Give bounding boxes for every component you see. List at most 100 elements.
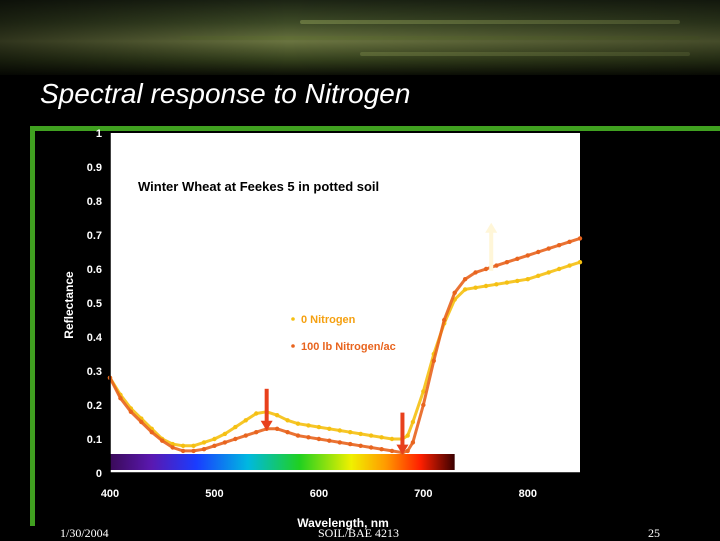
data-point-series-0 [525, 277, 530, 282]
data-point-series-0 [536, 273, 541, 278]
data-point-series-0 [462, 287, 468, 292]
y-tick-label: 0.3 [87, 366, 102, 378]
y-tick-label: 0.4 [87, 332, 103, 344]
data-point-series-0 [515, 278, 520, 284]
data-point-series-1 [201, 447, 207, 452]
y-tick-label: 0.9 [87, 162, 102, 174]
data-point-series-0 [274, 413, 280, 418]
y-tick-label: 1 [96, 128, 102, 140]
chart-title: Winter Wheat at Feekes 5 in potted soil [138, 179, 379, 194]
data-point-series-0 [337, 428, 342, 433]
data-point-series-1 [368, 445, 374, 450]
data-point-series-1 [358, 443, 363, 448]
legend-label-0-nitrogen: 0 Nitrogen [301, 314, 356, 326]
data-point-series-1 [379, 447, 384, 452]
data-point-series-0 [212, 436, 217, 442]
data-point-series-1 [348, 441, 353, 447]
y-tick-label: 0.1 [87, 434, 102, 446]
data-point-series-1 [295, 433, 301, 438]
legend: 0 Nitrogen 100 lb Nitrogen/ac [291, 314, 396, 353]
y-tick-label: 0 [96, 468, 102, 480]
plot-area [110, 133, 580, 473]
data-point-series-1 [180, 448, 186, 454]
data-point-series-1 [421, 402, 426, 408]
slide-title: Spectral response to Nitrogen [40, 78, 411, 109]
data-point-series-0 [233, 424, 238, 430]
data-point-series-1 [431, 358, 436, 363]
data-point-series-0 [389, 436, 395, 442]
x-tick-label: 800 [519, 488, 537, 500]
data-point-series-1 [222, 440, 228, 445]
data-point-series-0 [201, 440, 207, 445]
data-point-series-1 [118, 396, 123, 401]
data-point-series-1 [515, 256, 520, 261]
y-tick-label: 0.5 [87, 298, 102, 310]
data-point-series-0 [473, 285, 478, 290]
y-axis-label: Reflectance [62, 271, 76, 339]
data-point-series-1 [389, 448, 395, 454]
x-tick-label: 400 [101, 488, 119, 500]
data-point-series-0 [222, 431, 228, 437]
data-point-series-0 [306, 423, 311, 428]
legend-marker-100-nitrogen [291, 344, 295, 348]
data-point-series-1 [243, 433, 248, 438]
data-point-series-1 [316, 436, 322, 442]
arrow-annotation-2 [485, 222, 498, 271]
data-point-series-1 [233, 436, 238, 442]
data-point-series-1 [160, 438, 165, 443]
data-point-series-1 [306, 435, 311, 440]
data-point-series-1 [452, 290, 457, 295]
legend-label-100-nitrogen: 100 lb Nitrogen/ac [301, 341, 396, 353]
data-point-series-1 [170, 445, 175, 450]
data-point-series-0 [405, 433, 410, 438]
data-point-series-1 [556, 243, 562, 248]
arrow-annotation-0 [260, 388, 273, 431]
data-point-series-1 [567, 239, 572, 244]
data-point-series-1 [483, 266, 489, 272]
data-point-series-1 [462, 277, 468, 282]
slide-date: 1/30/2004 [60, 526, 109, 540]
page-number: 25 [648, 526, 660, 540]
data-point-series-0 [556, 266, 562, 272]
header-banner-image [0, 0, 720, 75]
x-tick-label: 700 [414, 488, 432, 500]
data-point-series-1 [405, 448, 410, 454]
data-point-series-1 [285, 430, 290, 435]
data-point-series-1 [149, 430, 154, 435]
data-point-series-0 [421, 389, 426, 394]
arrow-annotation-1 [396, 412, 409, 455]
data-point-series-0 [504, 280, 510, 285]
data-point-series-0 [358, 431, 363, 437]
data-point-series-0 [243, 418, 248, 423]
data-point-series-1 [212, 443, 217, 448]
data-point-series-1 [191, 448, 196, 454]
x-tick-label: 600 [310, 488, 328, 500]
y-tick-label: 0.8 [87, 196, 102, 208]
data-point-series-0 [483, 283, 489, 289]
data-point-series-1 [254, 430, 259, 435]
data-point-series-0 [379, 435, 384, 440]
y-tick-label: 0.7 [87, 230, 102, 242]
x-tick-label: 500 [205, 488, 223, 500]
course-code: SOIL/BAE 4213 [318, 526, 399, 540]
data-point-series-1 [442, 317, 447, 323]
data-point-series-1 [577, 236, 583, 241]
data-point-series-1 [128, 409, 134, 414]
legend-marker-0-nitrogen [291, 317, 295, 321]
data-point-series-1 [473, 270, 478, 275]
data-point-series-1 [536, 249, 541, 255]
data-point-series-1 [546, 246, 551, 251]
data-point-series-0 [327, 426, 332, 431]
x-axis-label: Wavelength, nm [297, 516, 389, 530]
data-point-series-1 [525, 253, 530, 258]
data-point-series-1 [337, 440, 342, 445]
data-point-series-0 [316, 424, 322, 430]
data-point-series-0 [368, 433, 374, 438]
data-point-series-1 [504, 260, 510, 265]
data-point-series-1 [274, 426, 280, 431]
data-point-series-0 [577, 260, 583, 265]
data-point-series-0 [567, 263, 572, 268]
data-point-series-0 [494, 282, 499, 287]
data-point-series-0 [348, 430, 353, 435]
